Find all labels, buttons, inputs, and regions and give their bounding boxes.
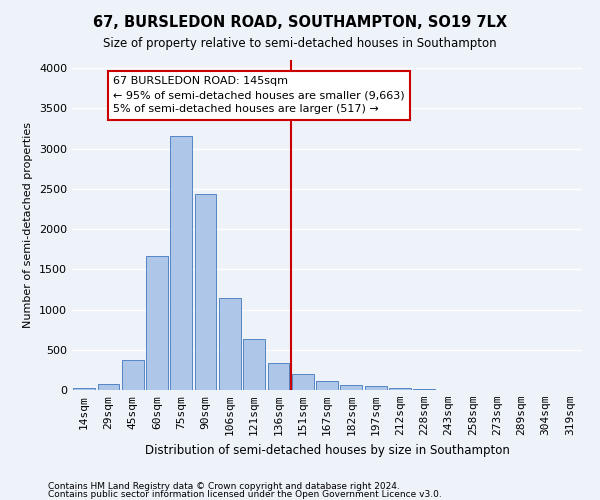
Bar [73,388,95,390]
X-axis label: Distribution of semi-detached houses by size in Southampton: Distribution of semi-detached houses by … [145,444,509,456]
Bar [194,194,217,390]
Text: Size of property relative to semi-detached houses in Southampton: Size of property relative to semi-detach… [103,38,497,51]
Bar [316,381,338,390]
Bar [243,340,265,390]
Text: 67, BURSLEDON ROAD, SOUTHAMPTON, SO19 7LX: 67, BURSLEDON ROAD, SOUTHAMPTON, SO19 7L… [93,15,507,30]
Bar [413,389,435,390]
Bar [292,374,314,390]
Text: Contains HM Land Registry data © Crown copyright and database right 2024.: Contains HM Land Registry data © Crown c… [48,482,400,491]
Bar [219,298,241,390]
Bar [170,136,192,390]
Bar [268,362,289,390]
Bar [389,388,411,390]
Text: Contains public sector information licensed under the Open Government Licence v3: Contains public sector information licen… [48,490,442,499]
Bar [97,384,119,390]
Bar [146,256,168,390]
Text: 67 BURSLEDON ROAD: 145sqm
← 95% of semi-detached houses are smaller (9,663)
5% o: 67 BURSLEDON ROAD: 145sqm ← 95% of semi-… [113,76,405,114]
Bar [122,360,143,390]
Y-axis label: Number of semi-detached properties: Number of semi-detached properties [23,122,34,328]
Bar [365,386,386,390]
Bar [340,385,362,390]
